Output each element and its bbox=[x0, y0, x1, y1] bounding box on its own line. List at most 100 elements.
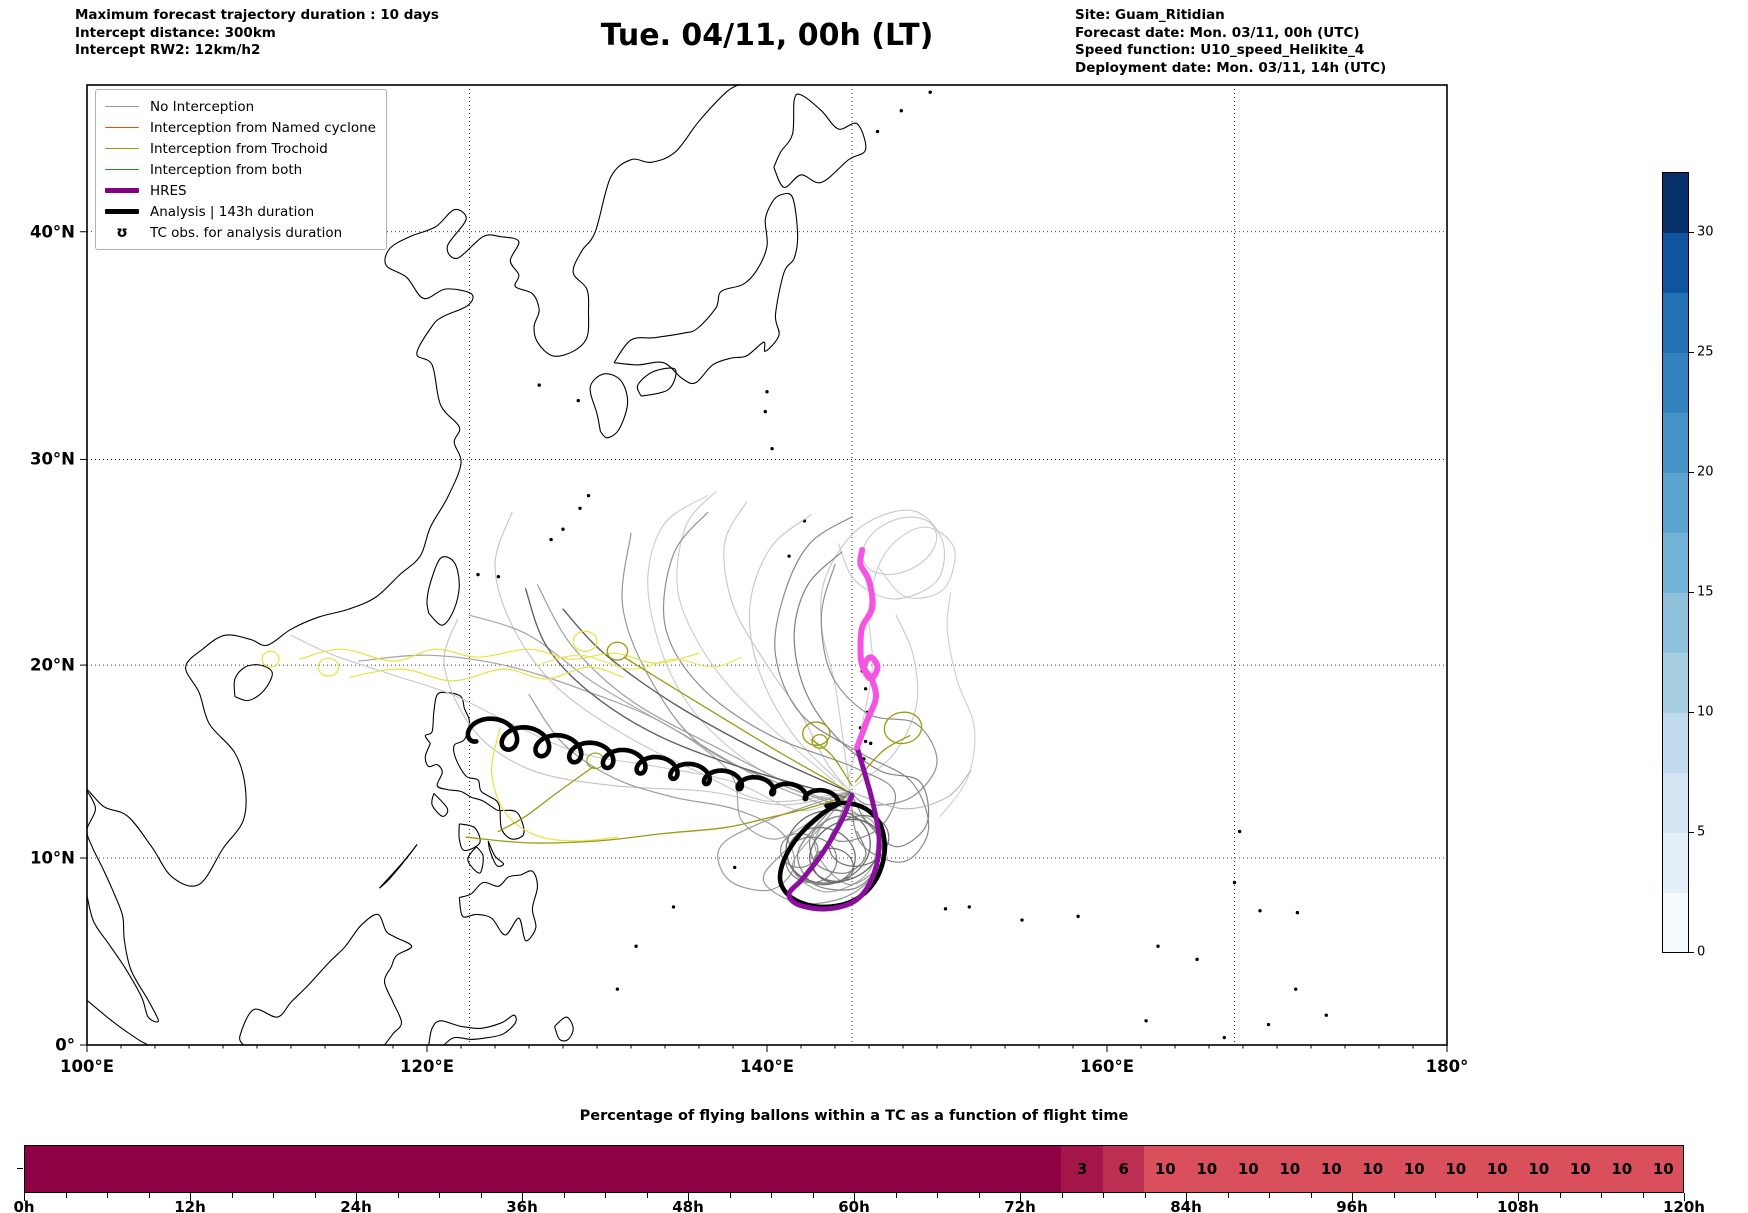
max-duration-line: Maximum forecast trajectory duration : 1… bbox=[75, 7, 439, 23]
island-dot bbox=[576, 398, 580, 403]
trajectory bbox=[490, 727, 618, 842]
coastline bbox=[86, 83, 741, 1023]
trajectory bbox=[647, 495, 851, 793]
coastline bbox=[428, 1014, 517, 1046]
island-dot bbox=[549, 537, 553, 542]
flight-chart-title: Percentage of flying ballons within a TC… bbox=[579, 1108, 1129, 1124]
colorbar-cell bbox=[1662, 352, 1688, 413]
trajectory bbox=[623, 656, 846, 791]
flight-strip-tick bbox=[65, 1193, 67, 1198]
flight-strip-value: 10 bbox=[1320, 1160, 1342, 1178]
hres-track-purple bbox=[786, 744, 882, 912]
run-parameters-text: Maximum forecast trajectory duration : 1… bbox=[75, 7, 439, 60]
speed-function-line: Speed function: U10_speed_Helikite_4 bbox=[1075, 42, 1365, 58]
flight-strip-cell bbox=[1600, 1146, 1642, 1192]
legend-label: Analysis | 143h duration bbox=[150, 203, 315, 220]
coastline bbox=[613, 192, 799, 385]
coastline bbox=[431, 793, 449, 817]
legend-item-both: Interception from both bbox=[104, 159, 376, 180]
trajectory bbox=[820, 563, 938, 806]
flight-strip-tick bbox=[1642, 1193, 1644, 1198]
legend-box: No Interception Interception from Named … bbox=[95, 89, 387, 250]
coastline bbox=[239, 913, 413, 1046]
trajectory bbox=[298, 648, 700, 664]
flight-strip-tick bbox=[978, 1193, 980, 1198]
flight-strip-cell bbox=[1475, 1146, 1518, 1192]
legend-item-named-cyclone: Interception from Named cyclone bbox=[104, 117, 376, 138]
colorbar-cell bbox=[1662, 892, 1688, 953]
flight-strip-tick bbox=[812, 1193, 814, 1198]
flight-strip-tick bbox=[522, 1193, 524, 1201]
legend-label: Interception from Named cyclone bbox=[150, 119, 376, 136]
colorbar bbox=[1662, 172, 1689, 953]
island-dot bbox=[615, 987, 620, 991]
flight-strip-tick bbox=[1103, 1193, 1105, 1198]
island-dot bbox=[763, 409, 767, 414]
flight-strip-value: 10 bbox=[1279, 1160, 1301, 1178]
flight-strip-tick bbox=[231, 1193, 233, 1198]
colorbar-tick-label: 0 bbox=[1697, 944, 1706, 960]
flight-strip-value: 10 bbox=[1237, 1160, 1259, 1178]
flight-strip-xtick-label: 72h bbox=[1004, 1198, 1036, 1213]
flight-strip-xtick-label: 36h bbox=[506, 1198, 538, 1213]
island-dot bbox=[787, 554, 791, 558]
y-axis-tick-label: 0° bbox=[55, 1035, 75, 1055]
flight-time-strip bbox=[24, 1145, 1684, 1193]
flight-strip-tick bbox=[1601, 1193, 1603, 1198]
coastline bbox=[458, 870, 539, 942]
flight-strip-tick bbox=[605, 1193, 607, 1198]
flight-strip-value: 10 bbox=[1154, 1160, 1176, 1178]
coastline bbox=[773, 93, 867, 188]
flight-strip-tick bbox=[107, 1193, 109, 1198]
island-dot bbox=[765, 390, 769, 394]
x-axis-tick-label: 120°E bbox=[400, 1057, 454, 1076]
flight-strip-cell bbox=[605, 1146, 647, 1192]
island-dot bbox=[1195, 957, 1199, 962]
flight-strip-tick bbox=[1684, 1193, 1686, 1201]
flight-strip-tick bbox=[1352, 1193, 1354, 1201]
flight-strip-cell bbox=[439, 1146, 481, 1192]
flight-strip-tick bbox=[24, 1193, 26, 1201]
flight-strip-tick bbox=[1061, 1193, 1063, 1198]
intercept-distance-line: Intercept distance: 300km bbox=[75, 24, 276, 41]
flight-strip-tick bbox=[771, 1193, 773, 1198]
flight-strip-cell bbox=[1268, 1146, 1311, 1192]
coastline bbox=[636, 367, 677, 397]
trajectory bbox=[854, 734, 911, 783]
flight-strip-tick bbox=[1310, 1193, 1312, 1198]
trajectory-loop bbox=[811, 734, 828, 749]
flight-strip-cell bbox=[315, 1146, 357, 1192]
coastline bbox=[378, 844, 418, 889]
colorbar-tick-label: 25 bbox=[1697, 344, 1714, 360]
island-dot bbox=[967, 905, 971, 909]
legend-item-trochoid: Interception from Trochoid bbox=[104, 138, 376, 159]
flight-strip-tick bbox=[397, 1193, 399, 1198]
colorbar-cell bbox=[1662, 532, 1688, 593]
flight-strip-tick bbox=[895, 1193, 897, 1198]
colorbar-cell bbox=[1662, 292, 1688, 353]
flight-strip-value: 10 bbox=[1528, 1160, 1550, 1178]
y-axis-tick-label: 20°N bbox=[29, 655, 75, 675]
flight-strip-cell bbox=[107, 1146, 150, 1192]
trajectory-loop bbox=[812, 847, 855, 884]
flight-strip-value: 10 bbox=[1196, 1160, 1218, 1178]
tc-obs-symbol-icon: ʊ bbox=[116, 223, 128, 241]
flight-strip-value: 10 bbox=[1652, 1160, 1674, 1178]
island-dot bbox=[537, 383, 541, 387]
flight-strip-cell bbox=[232, 1146, 274, 1192]
flight-strip-cell bbox=[149, 1146, 191, 1192]
flight-strip-cell bbox=[190, 1146, 233, 1192]
flight-strip-tick bbox=[1518, 1193, 1520, 1201]
flight-strip-value: 6 bbox=[1118, 1160, 1129, 1178]
trajectory bbox=[676, 490, 836, 783]
island-dot bbox=[671, 905, 676, 909]
colorbar-cell bbox=[1662, 772, 1688, 833]
flight-strip-tick bbox=[1435, 1193, 1437, 1198]
legend-item-tc-obs: ʊ TC obs. for analysis duration bbox=[104, 222, 376, 243]
island-dot bbox=[875, 129, 880, 134]
colorbar-tick-label: 15 bbox=[1697, 584, 1714, 600]
colorbar-tickmark bbox=[1688, 952, 1694, 954]
flight-strip-cell bbox=[978, 1146, 1020, 1192]
flight-strip-cell bbox=[522, 1146, 564, 1192]
flight-strip-tick bbox=[563, 1193, 565, 1198]
